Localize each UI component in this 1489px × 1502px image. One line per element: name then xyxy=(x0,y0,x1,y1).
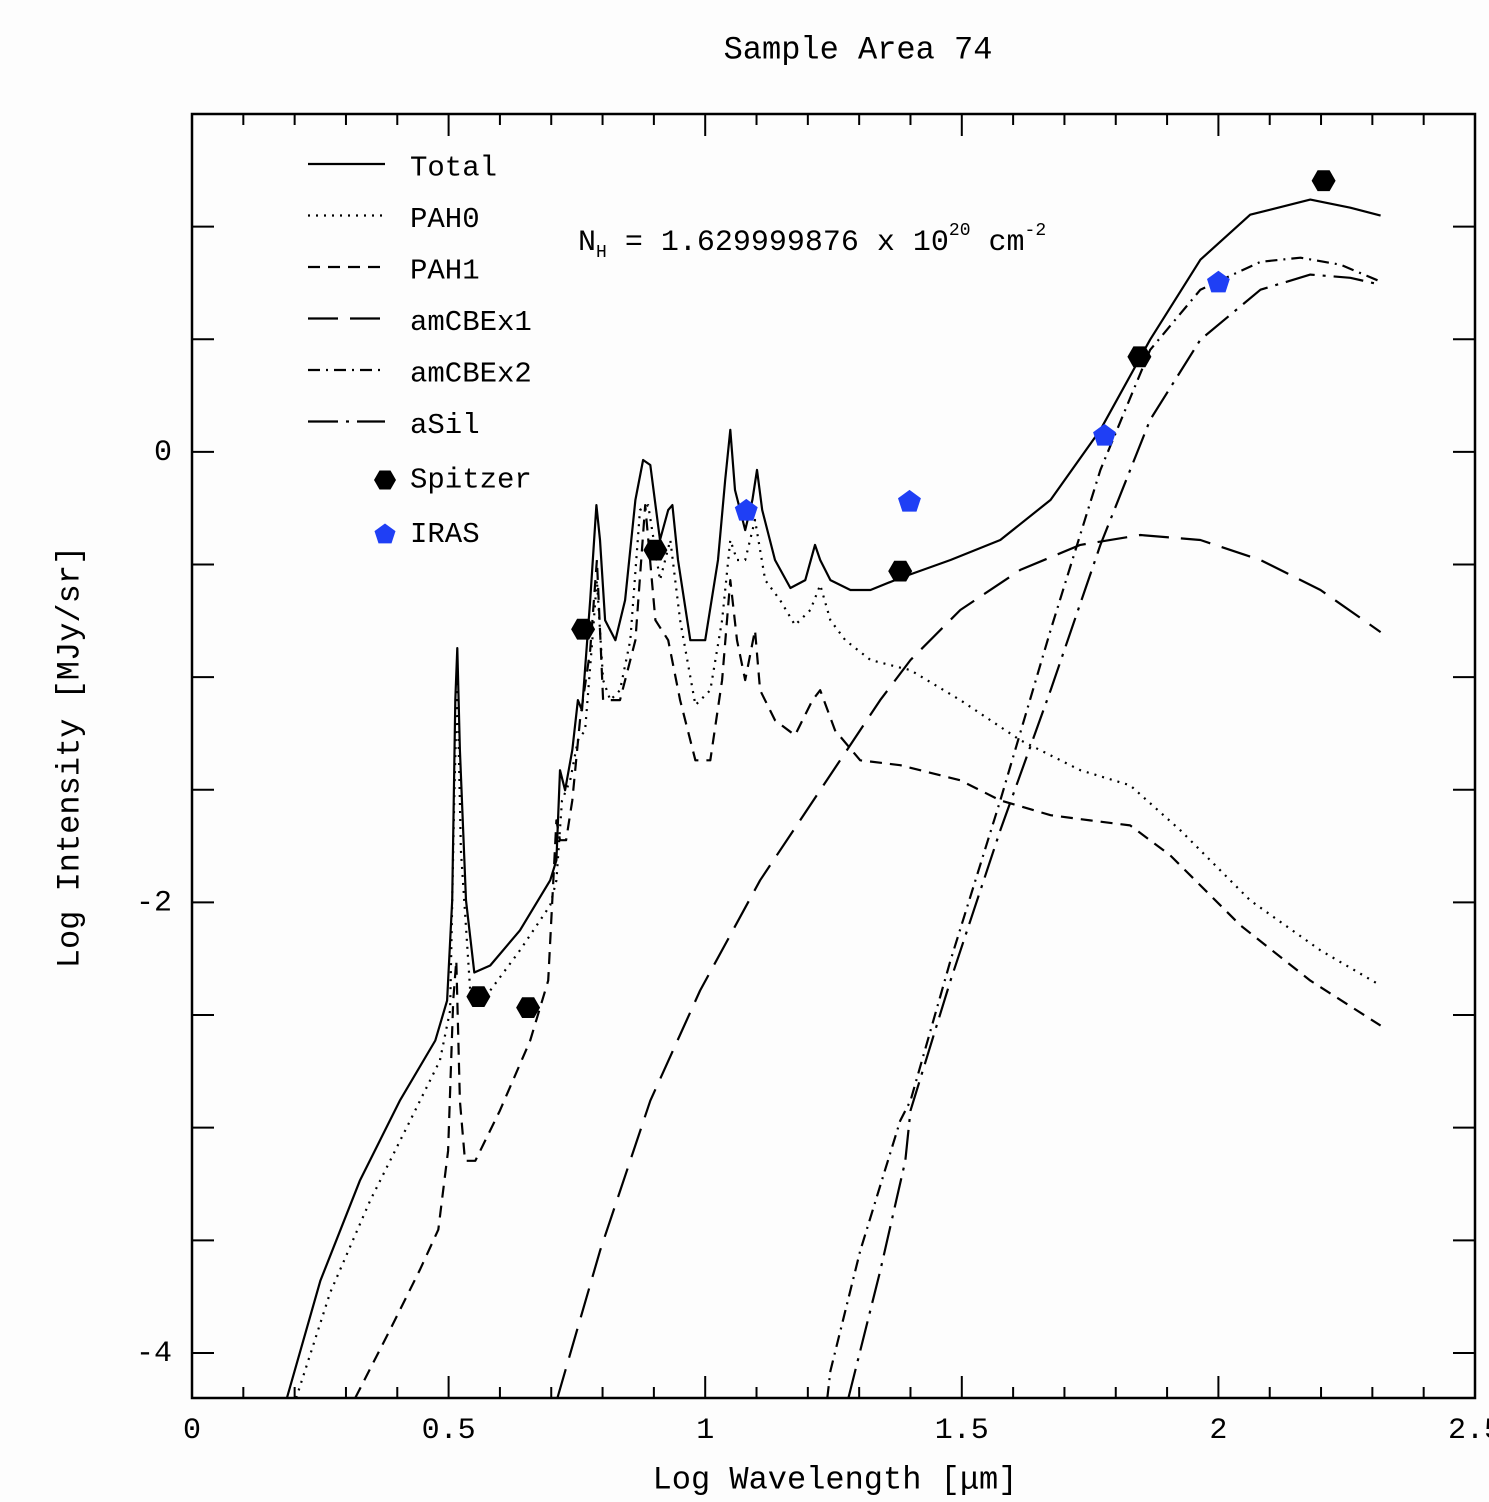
data-point xyxy=(888,560,913,582)
legend-label: amCBEx1 xyxy=(410,306,532,339)
legend-label: Spitzer xyxy=(410,464,532,497)
data-point xyxy=(898,489,921,512)
annotation-text: N xyxy=(578,226,596,260)
data-point xyxy=(1207,270,1230,293)
x-tick-label: 1 xyxy=(696,1414,714,1448)
legend-swatch xyxy=(374,470,396,490)
legend-label: PAH0 xyxy=(410,203,480,236)
plot-frame xyxy=(190,112,1477,1400)
x-tick-label: 0 xyxy=(183,1414,201,1448)
y-axis-label: Log Intensity [MJy/sr] xyxy=(51,546,88,968)
legend-label: IRAS xyxy=(410,518,480,551)
chart-title: Sample Area 74 xyxy=(724,31,993,68)
data-point xyxy=(1093,423,1116,446)
annotation: NH = 1.629999876 x 1020 cm-2 xyxy=(578,221,1046,263)
x-axis-label: Log Wavelength [μm] xyxy=(653,1461,1018,1498)
series-line xyxy=(354,504,1382,1398)
x-tick-label: 2 xyxy=(1209,1414,1227,1448)
annotation-text: = 1.629999876 x 10 xyxy=(607,226,949,260)
x-tick-label: 0.5 xyxy=(422,1414,476,1448)
data-point xyxy=(571,618,596,640)
series-line xyxy=(556,533,1382,1398)
legend-label: PAH1 xyxy=(410,255,480,288)
legend-swatch xyxy=(374,523,396,544)
plot-area xyxy=(285,170,1382,1398)
annotation-superscript: -2 xyxy=(1025,221,1047,241)
y-tick-label: -4 xyxy=(136,1337,172,1371)
legend-label: amCBEx2 xyxy=(410,358,532,391)
series-line xyxy=(847,273,1381,1398)
series-line xyxy=(295,504,1382,1398)
x-tick-label: 2.5 xyxy=(1448,1414,1489,1448)
data-point xyxy=(734,498,758,521)
x-tick-label: 1.5 xyxy=(935,1414,989,1448)
legend-label: aSil xyxy=(410,409,480,442)
y-tick-label: 0 xyxy=(154,436,172,470)
data-point xyxy=(643,539,668,561)
data-point xyxy=(1127,346,1152,368)
annotation-text: cm xyxy=(971,226,1025,260)
series-line xyxy=(285,198,1381,1398)
annotation-subscript: H xyxy=(596,243,607,263)
data-point xyxy=(466,986,491,1007)
data-point xyxy=(516,997,541,1018)
legend-label: Total xyxy=(410,152,497,185)
y-tick-label: -2 xyxy=(136,886,172,920)
annotation-superscript: 20 xyxy=(949,221,971,241)
data-point xyxy=(1311,170,1336,192)
